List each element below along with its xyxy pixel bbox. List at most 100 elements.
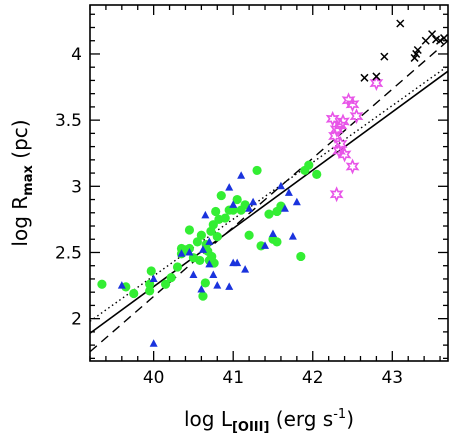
blue-triangle-point: [201, 210, 210, 219]
x-axis-label-units: (erg s: [269, 407, 333, 431]
blue-triangle-point: [225, 282, 234, 290]
blue-triangle-point: [177, 249, 186, 257]
y-tick-label: 2.5: [55, 243, 82, 263]
black-cross-point: [439, 34, 449, 43]
black-cross-point: [360, 73, 369, 82]
green-circle-point: [198, 291, 208, 301]
x-tick-label: 41: [222, 368, 244, 388]
green-circle-point: [264, 209, 274, 219]
blue-triangle-point: [237, 171, 246, 179]
blue-triangle-point: [292, 197, 301, 206]
tick-labels: 40 41 42 43 2 2.5 3 3.5 4: [55, 45, 403, 388]
blue-triangle-point: [225, 183, 234, 191]
magenta-star-point: [349, 108, 364, 125]
blue-triangle-point: [189, 270, 198, 278]
green-circle-point: [216, 190, 226, 201]
green-circle-point: [160, 279, 171, 289]
y-axis-label-units: (pc): [8, 119, 32, 165]
blue-triangle-point: [280, 204, 289, 212]
blue-triangle-point: [284, 188, 293, 196]
x-tick-label: 42: [302, 368, 324, 388]
fit-line-dotted: [89, 65, 449, 322]
fit-lines: [89, 40, 449, 353]
y-tick-label: 3.5: [55, 111, 82, 131]
data-points: [97, 19, 449, 347]
x-axis-label-base: log L: [184, 407, 233, 431]
y-tick-label: 3: [71, 177, 82, 197]
x-axis-label-close: ): [346, 407, 354, 431]
blue-triangle-point: [213, 281, 222, 289]
fit-line-dashed: [89, 40, 449, 353]
green-circle-point: [146, 266, 156, 276]
plot-area: [89, 4, 449, 362]
x-tick-label: 43: [381, 368, 403, 388]
magenta-star-point: [369, 75, 384, 92]
blue-triangle-point: [268, 229, 277, 237]
y-tick-label: 4: [71, 45, 82, 65]
magenta-star-point: [333, 135, 348, 152]
green-circle-point: [312, 169, 322, 179]
blue-triangle-point: [117, 281, 126, 289]
green-circle-point: [272, 237, 282, 247]
black-cross-point: [413, 45, 422, 55]
green-circle-point: [304, 160, 314, 170]
green-circle-point: [200, 278, 210, 288]
green-circle-point: [232, 194, 242, 205]
black-cross-point: [421, 36, 430, 45]
black-cross-point: [372, 72, 381, 81]
green-circle-point: [172, 262, 183, 272]
blue-triangle-point: [229, 200, 238, 208]
green-circle-point: [97, 279, 107, 289]
blue-triangle-point: [149, 274, 158, 282]
y-axis-label: log Rmax (pc): [8, 119, 36, 246]
green-circle-point: [196, 230, 206, 240]
blue-triangle-point: [249, 197, 258, 206]
blue-triangle-point: [276, 181, 285, 190]
blue-triangle-point: [205, 259, 214, 268]
green-circle-point: [212, 231, 222, 242]
green-circle-point: [184, 225, 195, 235]
blue-triangle-point: [209, 270, 218, 278]
blue-triangle-point: [241, 265, 250, 273]
y-tick-label: 2: [71, 310, 82, 330]
y-axis-label-base: log R: [8, 196, 32, 247]
blue-triangle-point: [233, 258, 242, 267]
magenta-star-point: [337, 146, 352, 163]
magenta-star-point: [336, 113, 350, 130]
blue-triangle-point: [149, 339, 158, 347]
magenta-star-point: [325, 110, 340, 127]
green-circle-point: [252, 165, 262, 176]
green-circle-point: [166, 273, 176, 283]
green-circle-point: [211, 206, 221, 217]
blue-triangle-point: [245, 204, 254, 212]
magenta-star-point: [345, 158, 360, 175]
fit-line-solid: [89, 70, 449, 334]
magenta-star-point: [345, 96, 360, 113]
blue-triangle-point: [288, 232, 297, 240]
green-circle-point: [145, 286, 155, 296]
blue-triangle-point: [261, 241, 270, 249]
green-circle-point: [220, 213, 230, 223]
black-cross-point: [428, 30, 437, 39]
black-cross-point: [436, 36, 445, 45]
green-circle-point: [244, 230, 254, 240]
black-cross-point: [396, 19, 405, 28]
x-axis-label: log L[OIII] (erg s-1): [184, 407, 354, 435]
green-circle-point: [195, 255, 205, 266]
green-circle-point: [129, 288, 139, 299]
x-axis-label-sub: [OIII]: [232, 420, 269, 435]
x-axis-label-sup: -1: [333, 407, 346, 422]
x-tick-label: 40: [143, 368, 165, 388]
blue-triangle-point: [185, 247, 194, 256]
green-circle-point: [192, 237, 202, 247]
blue-triangle-point: [205, 237, 214, 245]
blue-triangle-point: [198, 245, 207, 253]
black-cross-point: [380, 52, 389, 61]
green-circle-point: [240, 200, 250, 210]
magenta-star-point: [329, 186, 344, 203]
blue-triangle-point: [197, 285, 206, 293]
axis-ticks: [89, 5, 448, 361]
y-axis-label-sub: max: [21, 164, 36, 195]
green-circle-point: [296, 251, 306, 262]
